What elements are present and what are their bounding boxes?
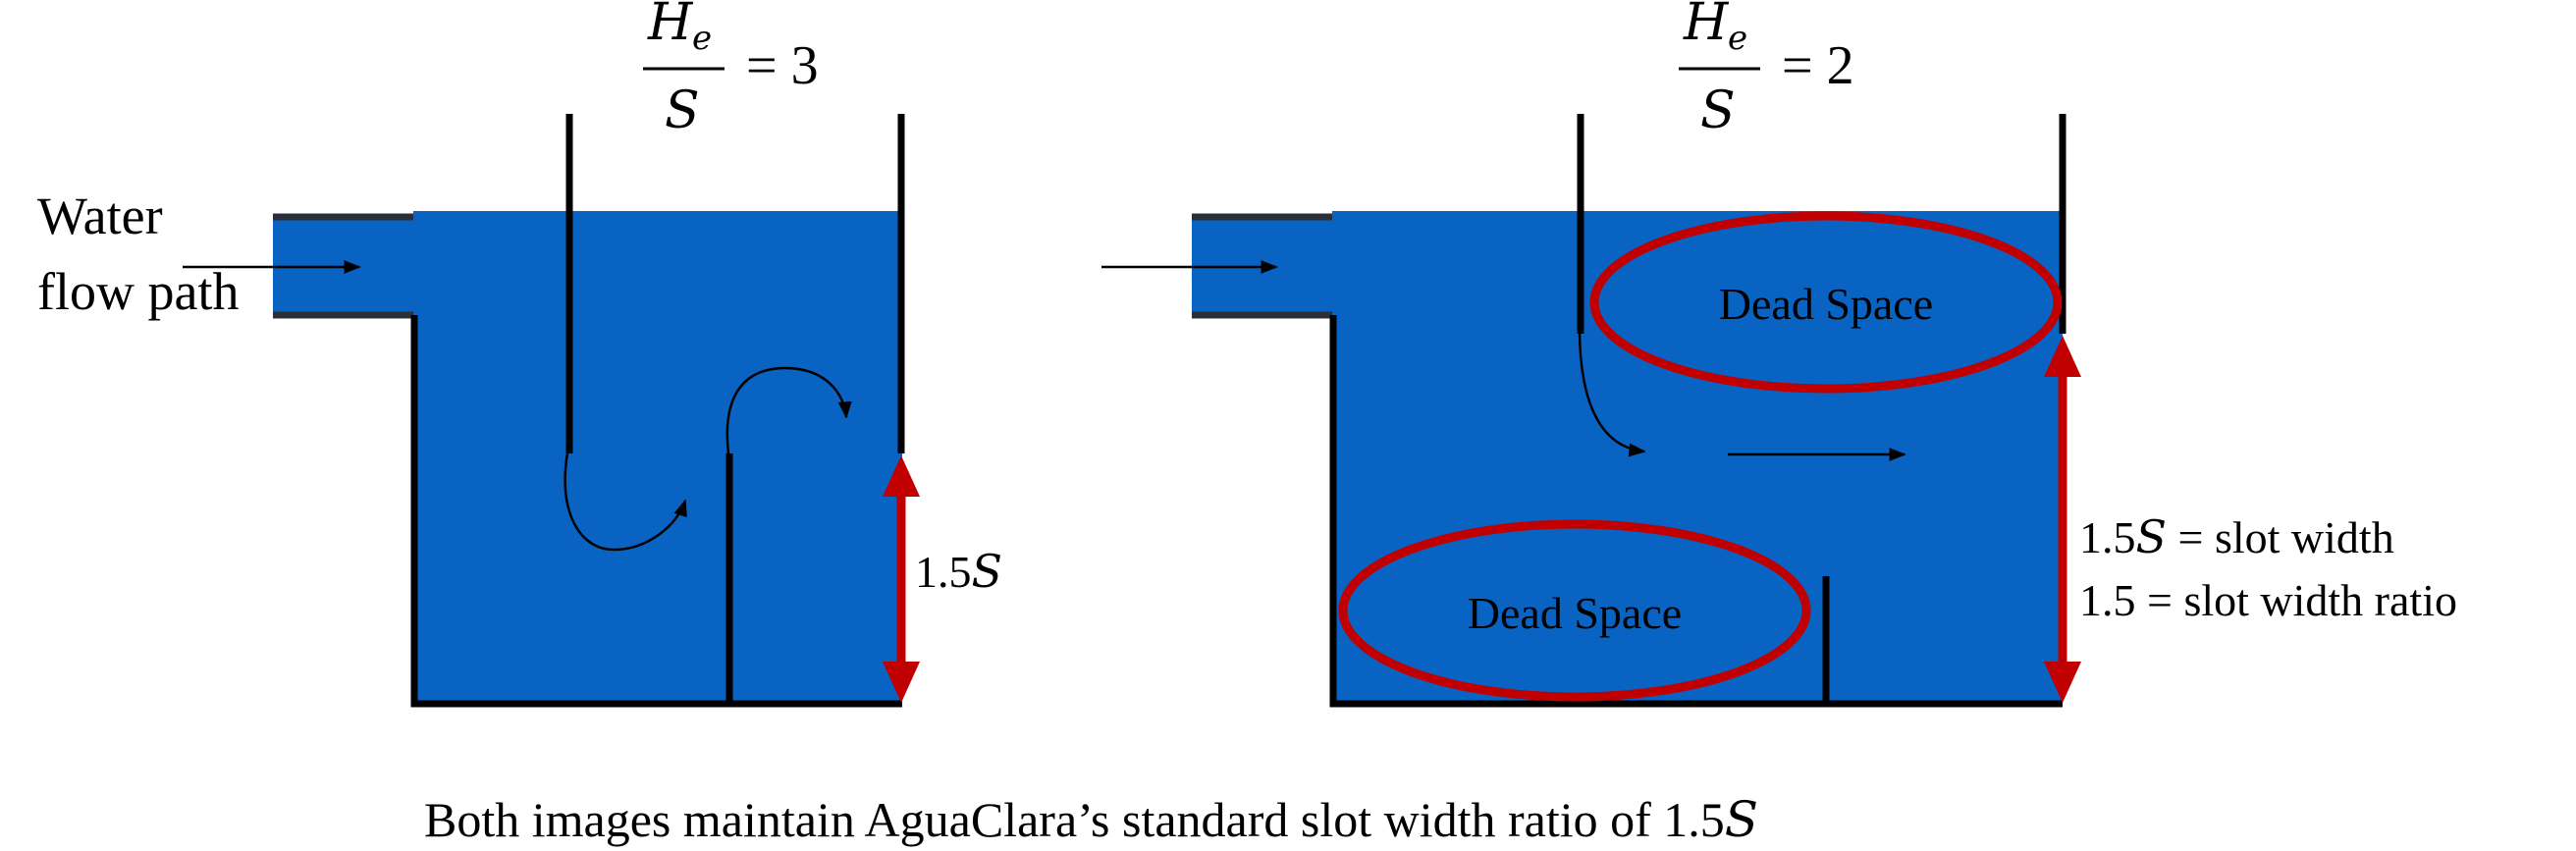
right-tank-walls xyxy=(1329,315,2063,708)
flow-path-label: Water flow path xyxy=(37,186,239,321)
right-curve-arrow xyxy=(1578,333,1646,457)
svg-text:H: H xyxy=(647,0,694,52)
svg-text:H: H xyxy=(1683,0,1730,52)
svg-text:e: e xyxy=(692,19,712,58)
left-over-arrow xyxy=(725,366,852,454)
dead-space-top-ellipse xyxy=(1589,211,2063,394)
svg-text:flow path: flow path xyxy=(37,262,239,321)
left-slot-dimension xyxy=(883,455,920,703)
svg-text:e: e xyxy=(1728,19,1747,58)
right-tank-water xyxy=(1332,211,2063,704)
left-under-arrow xyxy=(564,452,687,552)
left-slot-label: 1.5S xyxy=(915,545,1002,598)
dead-space-bottom-label: Dead Space xyxy=(1468,588,1682,638)
right-tank: Dead Space Dead Space 1.5S = slot width … xyxy=(1101,0,2457,708)
right-ratio: H e S = 2 xyxy=(1679,0,1854,140)
left-tank-water xyxy=(413,211,902,704)
left-tank-walls xyxy=(410,315,902,708)
dead-space-top-label: Dead Space xyxy=(1719,279,1933,329)
right-inlet-water xyxy=(1192,216,1339,314)
left-ratio: H e S = 3 xyxy=(643,0,819,140)
right-slot-line2: 1.5 = slot width ratio xyxy=(2079,575,2457,625)
svg-text:= 2: = 2 xyxy=(1782,35,1854,96)
right-slot-line1: 1.5S = slot width xyxy=(2079,510,2394,563)
right-slot-dimension xyxy=(2044,336,2081,703)
svg-text:S: S xyxy=(665,81,700,140)
svg-text:Water: Water xyxy=(37,186,163,245)
left-tank: 1.5S H e S = 3 xyxy=(183,0,1002,708)
left-inlet-water xyxy=(273,216,420,314)
svg-text:= 3: = 3 xyxy=(746,35,819,96)
dead-space-bottom-ellipse xyxy=(1338,519,1811,702)
caption: Both images maintain AguaClara’s standar… xyxy=(424,791,1758,848)
svg-text:S: S xyxy=(1700,81,1736,140)
